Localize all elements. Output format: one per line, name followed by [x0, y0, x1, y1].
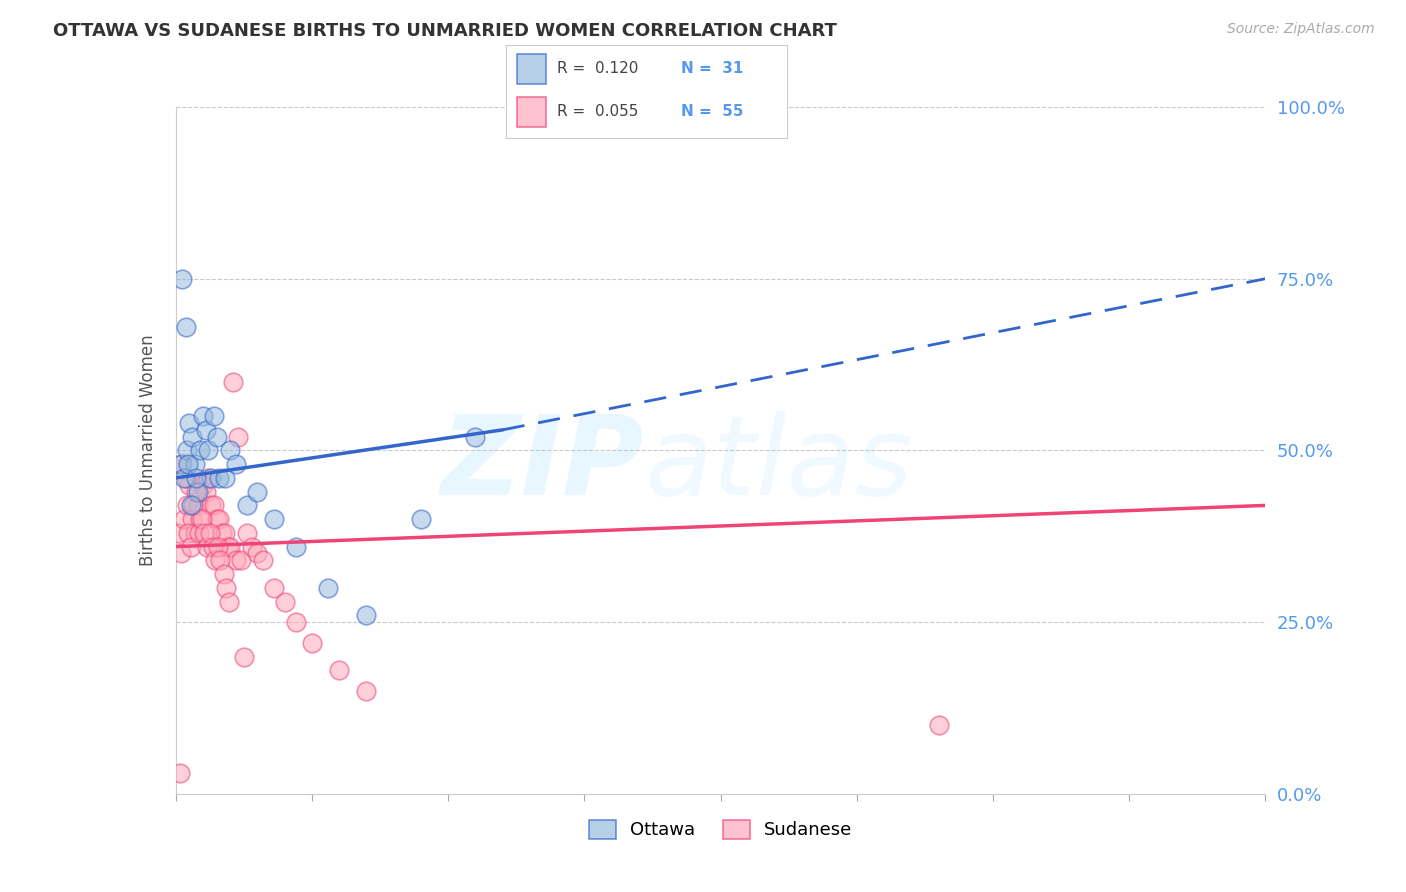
Sudanese	[208, 512, 231, 526]
Sudanese	[222, 375, 245, 389]
Ottawa	[191, 409, 214, 424]
Text: N =  55: N = 55	[681, 103, 742, 119]
Ottawa	[170, 457, 193, 471]
Sudanese	[197, 471, 219, 485]
Sudanese	[215, 581, 238, 595]
Ottawa	[174, 319, 197, 334]
Sudanese	[169, 766, 191, 780]
Sudanese	[214, 525, 236, 540]
Ottawa	[181, 430, 204, 444]
Ottawa	[464, 430, 486, 444]
Sudanese	[173, 512, 195, 526]
Legend: Ottawa, Sudanese: Ottawa, Sudanese	[582, 813, 859, 847]
Bar	[517, 97, 546, 127]
Sudanese	[204, 553, 226, 567]
Sudanese	[198, 525, 221, 540]
Ottawa	[172, 271, 194, 285]
Ottawa	[214, 471, 236, 485]
Text: OTTAWA VS SUDANESE BIRTHS TO UNMARRIED WOMEN CORRELATION CHART: OTTAWA VS SUDANESE BIRTHS TO UNMARRIED W…	[53, 22, 838, 40]
Ottawa	[263, 512, 285, 526]
Sudanese	[246, 546, 269, 561]
Sudanese	[200, 499, 222, 513]
Text: ZIP: ZIP	[441, 410, 644, 517]
Ottawa	[194, 423, 217, 437]
Sudanese	[186, 499, 209, 513]
Sudanese	[301, 636, 323, 650]
Y-axis label: Births to Unmarried Women: Births to Unmarried Women	[139, 334, 157, 566]
Sudanese	[328, 663, 350, 677]
Text: atlas: atlas	[644, 410, 912, 517]
Ottawa	[235, 499, 257, 513]
Sudanese	[209, 553, 232, 567]
Ottawa	[186, 471, 208, 485]
Ottawa	[176, 443, 198, 458]
Bar	[517, 54, 546, 84]
Sudanese	[263, 581, 285, 595]
Sudanese	[188, 512, 211, 526]
Sudanese	[240, 540, 263, 554]
Sudanese	[195, 540, 218, 554]
Ottawa	[208, 471, 231, 485]
Sudanese	[184, 525, 207, 540]
Text: N =  31: N = 31	[681, 61, 742, 76]
Sudanese	[194, 484, 217, 499]
Sudanese	[356, 683, 378, 698]
Sudanese	[211, 525, 233, 540]
Sudanese	[219, 540, 242, 554]
Ottawa	[188, 443, 211, 458]
Sudanese	[284, 615, 307, 630]
Sudanese	[207, 540, 229, 554]
Sudanese	[232, 649, 254, 664]
Ottawa	[409, 512, 432, 526]
Ottawa	[225, 457, 247, 471]
Sudanese	[202, 499, 225, 513]
Sudanese	[174, 471, 197, 485]
Sudanese	[193, 525, 215, 540]
Sudanese	[217, 540, 239, 554]
Ottawa	[179, 416, 201, 430]
Sudanese	[172, 457, 194, 471]
Ottawa	[184, 457, 207, 471]
Sudanese	[191, 478, 214, 492]
Ottawa	[284, 540, 307, 554]
Sudanese	[170, 546, 193, 561]
Sudanese	[179, 478, 201, 492]
Ottawa	[177, 457, 200, 471]
Sudanese	[205, 512, 228, 526]
Ottawa	[318, 581, 340, 595]
Ottawa	[173, 471, 195, 485]
Sudanese	[201, 540, 224, 554]
Text: R =  0.055: R = 0.055	[557, 103, 638, 119]
Sudanese	[218, 594, 240, 608]
Sudanese	[231, 553, 253, 567]
Text: R =  0.120: R = 0.120	[557, 61, 638, 76]
Sudanese	[186, 484, 208, 499]
Sudanese	[181, 499, 204, 513]
Ottawa	[200, 471, 222, 485]
Ottawa	[186, 484, 209, 499]
Ottawa	[197, 443, 219, 458]
Sudanese	[252, 553, 274, 567]
Sudanese	[181, 512, 204, 526]
Ottawa	[205, 430, 228, 444]
Text: Source: ZipAtlas.com: Source: ZipAtlas.com	[1227, 22, 1375, 37]
Sudanese	[228, 430, 250, 444]
Sudanese	[928, 718, 950, 732]
Sudanese	[225, 553, 247, 567]
Sudanese	[167, 525, 190, 540]
Sudanese	[177, 525, 200, 540]
Ottawa	[219, 443, 242, 458]
Sudanese	[191, 512, 214, 526]
Ottawa	[180, 499, 202, 513]
Sudanese	[180, 540, 202, 554]
Sudanese	[176, 499, 198, 513]
Sudanese	[187, 525, 209, 540]
Sudanese	[212, 567, 235, 582]
Ottawa	[356, 608, 378, 623]
Sudanese	[274, 594, 297, 608]
Sudanese	[235, 525, 257, 540]
Ottawa	[202, 409, 225, 424]
Ottawa	[246, 484, 269, 499]
